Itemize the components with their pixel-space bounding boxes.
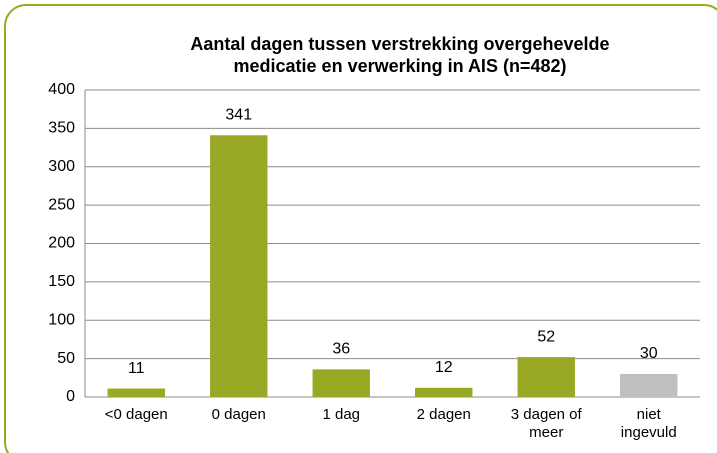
y-tick-label: 350 xyxy=(48,120,75,137)
y-tick-label: 0 xyxy=(66,388,75,405)
value-label: 11 xyxy=(128,360,145,377)
frame xyxy=(4,4,717,453)
x-tick-label: 0 dagen xyxy=(211,406,266,423)
y-tick-label: 400 xyxy=(48,81,75,98)
y-tick-label: 300 xyxy=(48,158,75,175)
bar xyxy=(415,387,473,397)
value-label: 341 xyxy=(225,107,252,124)
bar xyxy=(517,357,575,397)
bar xyxy=(620,373,678,397)
bar xyxy=(107,388,165,397)
x-tick-label: 1 dag xyxy=(322,406,361,423)
bar xyxy=(312,369,370,397)
y-tick-label: 200 xyxy=(48,235,75,252)
y-tick-label: 250 xyxy=(48,196,75,213)
bar xyxy=(210,135,268,397)
x-tick-label: 2 dagen xyxy=(416,406,471,423)
x-tick-label: <0 dagen xyxy=(104,406,168,423)
x-tick-label: niet ingevuld xyxy=(620,406,677,441)
y-tick-label: 150 xyxy=(48,273,75,290)
value-label: 36 xyxy=(332,341,350,358)
x-tick-label: 3 dagen of meer xyxy=(510,406,582,441)
value-label: 52 xyxy=(537,328,555,345)
y-tick-label: 100 xyxy=(48,311,75,328)
chart-title: Aantal dagen tussen verstrekking overgeh… xyxy=(190,34,610,76)
value-label: 30 xyxy=(640,345,658,362)
value-label: 12 xyxy=(435,359,453,376)
y-tick-label: 50 xyxy=(57,350,75,367)
